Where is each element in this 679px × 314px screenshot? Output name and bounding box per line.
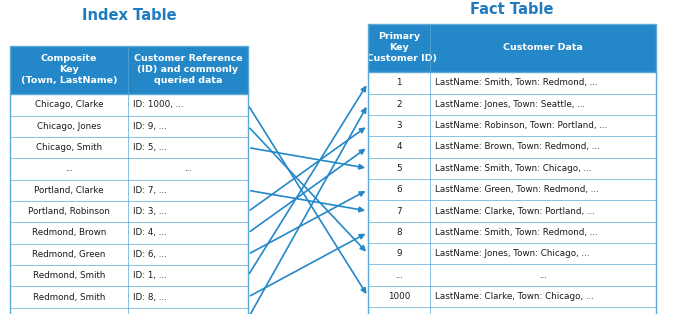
- Bar: [368, 24, 656, 72]
- Bar: [10, 265, 248, 286]
- Text: ID: 8, ...: ID: 8, ...: [133, 293, 167, 301]
- Bar: [368, 24, 656, 314]
- Bar: [368, 222, 656, 243]
- Text: Chicago, Jones: Chicago, Jones: [37, 122, 101, 131]
- Text: Primary
Key
(Customer ID): Primary Key (Customer ID): [361, 32, 437, 63]
- Text: 4: 4: [397, 143, 402, 151]
- Bar: [10, 308, 248, 314]
- Text: ...: ...: [395, 271, 403, 279]
- Text: LastName: Smith, Town: Chicago, ...: LastName: Smith, Town: Chicago, ...: [435, 164, 591, 173]
- Bar: [10, 116, 248, 137]
- Text: LastName: Brown, Town: Redmond, ...: LastName: Brown, Town: Redmond, ...: [435, 143, 600, 151]
- Bar: [10, 46, 248, 94]
- Text: 1000: 1000: [388, 292, 410, 301]
- Bar: [10, 94, 248, 116]
- Text: Customer Reference
(ID) and commonly
queried data: Customer Reference (ID) and commonly que…: [134, 54, 242, 85]
- Bar: [10, 244, 248, 265]
- Text: Redmond, Brown: Redmond, Brown: [32, 229, 106, 237]
- Text: Chicago, Clarke: Chicago, Clarke: [35, 100, 103, 109]
- Bar: [10, 46, 248, 314]
- Text: 7: 7: [396, 207, 402, 215]
- Text: Index Table: Index Table: [81, 8, 177, 23]
- Bar: [10, 222, 248, 244]
- Bar: [368, 243, 656, 264]
- Text: ID: 9, ...: ID: 9, ...: [133, 122, 166, 131]
- Text: 1: 1: [397, 78, 402, 87]
- Text: Redmond, Smith: Redmond, Smith: [33, 293, 105, 301]
- Bar: [368, 307, 656, 314]
- Text: 9: 9: [397, 249, 402, 258]
- Text: 2: 2: [397, 100, 402, 109]
- Text: LastName: Clarke, Town: Portland, ...: LastName: Clarke, Town: Portland, ...: [435, 207, 595, 215]
- Text: ID: 4, ...: ID: 4, ...: [133, 229, 166, 237]
- Bar: [10, 180, 248, 201]
- Bar: [368, 115, 656, 136]
- Text: LastName: Smith, Town: Redmond, ...: LastName: Smith, Town: Redmond, ...: [435, 228, 598, 237]
- Text: Portland, Clarke: Portland, Clarke: [34, 186, 104, 195]
- Text: ...: ...: [539, 271, 547, 279]
- Text: 6: 6: [397, 185, 402, 194]
- Text: Chicago, Smith: Chicago, Smith: [36, 143, 102, 152]
- Text: 3: 3: [396, 121, 402, 130]
- Bar: [368, 72, 656, 94]
- Text: 5: 5: [396, 164, 402, 173]
- Text: Fact Table: Fact Table: [471, 2, 554, 17]
- Text: Composite
Key
(Town, LastName): Composite Key (Town, LastName): [21, 54, 117, 85]
- Text: LastName: Jones, Town: Seattle, ...: LastName: Jones, Town: Seattle, ...: [435, 100, 585, 109]
- Text: ...: ...: [65, 165, 73, 173]
- Bar: [368, 200, 656, 222]
- Text: ID: 1000, ...: ID: 1000, ...: [133, 100, 183, 109]
- Text: Portland, Robinson: Portland, Robinson: [28, 207, 110, 216]
- Text: ID: 7, ...: ID: 7, ...: [133, 186, 167, 195]
- Text: 8: 8: [396, 228, 402, 237]
- Bar: [10, 286, 248, 308]
- Text: LastName: Robinson, Town: Portland, ...: LastName: Robinson, Town: Portland, ...: [435, 121, 607, 130]
- Bar: [368, 136, 656, 158]
- Text: LastName: Jones, Town: Chicago, ...: LastName: Jones, Town: Chicago, ...: [435, 249, 589, 258]
- Bar: [10, 158, 248, 180]
- Text: ...: ...: [184, 165, 192, 173]
- Text: ID: 5, ...: ID: 5, ...: [133, 143, 167, 152]
- Text: LastName: Smith, Town: Redmond, ...: LastName: Smith, Town: Redmond, ...: [435, 78, 598, 87]
- Text: ID: 1, ...: ID: 1, ...: [133, 271, 166, 280]
- Text: ID: 3, ...: ID: 3, ...: [133, 207, 167, 216]
- Text: LastName: Green, Town: Redmond, ...: LastName: Green, Town: Redmond, ...: [435, 185, 599, 194]
- Text: Redmond, Green: Redmond, Green: [33, 250, 106, 259]
- Bar: [368, 264, 656, 286]
- Bar: [10, 137, 248, 158]
- Text: ...: ...: [539, 313, 547, 314]
- Text: ID: 6, ...: ID: 6, ...: [133, 250, 166, 259]
- Text: ...: ...: [395, 313, 403, 314]
- Bar: [368, 158, 656, 179]
- Bar: [368, 286, 656, 307]
- Bar: [10, 201, 248, 222]
- Bar: [368, 179, 656, 200]
- Text: Redmond, Smith: Redmond, Smith: [33, 271, 105, 280]
- Bar: [368, 94, 656, 115]
- Text: LastName: Clarke, Town: Chicago, ...: LastName: Clarke, Town: Chicago, ...: [435, 292, 593, 301]
- Text: Customer Data: Customer Data: [503, 43, 583, 52]
